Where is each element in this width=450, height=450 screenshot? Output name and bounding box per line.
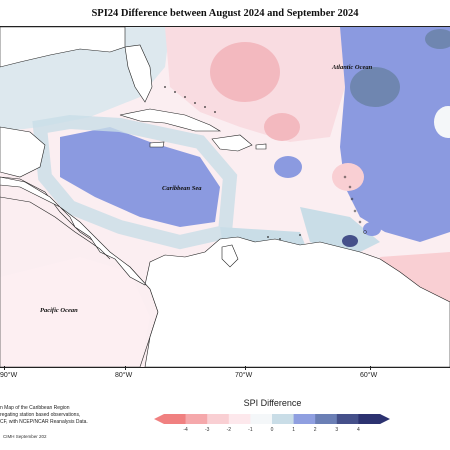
legend-swatch <box>315 414 338 424</box>
lon-tick <box>370 366 371 370</box>
legend-tick-label: -3 <box>204 427 210 433</box>
map-area <box>0 26 450 368</box>
legend-swatch <box>358 414 381 424</box>
legend-arrow-left <box>154 414 164 424</box>
lon-label-90w: 90°W <box>0 372 18 379</box>
legend-swatch <box>272 414 294 424</box>
lon-label-60w: 60°W <box>360 372 378 379</box>
legend-swatch <box>164 414 186 424</box>
legend-swatch <box>250 414 273 424</box>
lon-label-70w: 70°W <box>235 372 253 379</box>
legend-swatches <box>154 414 390 424</box>
description-line: n Map of the Caribbean Region <box>0 405 70 411</box>
land-south-america <box>0 176 450 367</box>
land-cuba <box>119 108 222 132</box>
land-lake-maracaibo <box>221 244 239 268</box>
legend-swatch <box>228 414 251 424</box>
caribbean-sea-label: Caribbean Sea <box>162 185 202 192</box>
dark-patch-venezuela-coast <box>342 235 358 247</box>
blue-patch-central <box>274 156 302 178</box>
legend-tick-label: 2 <box>313 427 317 433</box>
description-line: CF, with NCEP/NCAR Reanalysis Data. <box>0 419 88 425</box>
copyright-text: CIMH September 202 <box>3 434 47 439</box>
blue-area-caribbean <box>60 127 220 227</box>
pink-core-bahamas <box>264 113 300 141</box>
land-central-america-coast <box>0 196 111 260</box>
island-dots <box>163 85 367 241</box>
legend-tick-label: 4 <box>357 427 360 433</box>
white-spot-east <box>434 106 450 138</box>
pacific-ocean-label: Pacific Ocean <box>40 307 78 314</box>
land-us-gulf-coast <box>0 27 126 68</box>
legend-tick-label: 3 <box>335 427 339 433</box>
dark-blue-core-northeast <box>425 29 450 49</box>
legend-tick-label: -4 <box>183 427 188 433</box>
land-florida <box>124 44 153 103</box>
legend-tick-label: 0 <box>270 427 274 433</box>
legend-swatch <box>293 414 316 424</box>
land-puerto-rico <box>255 143 267 150</box>
legend-colorbar <box>154 414 390 424</box>
legend-swatch <box>207 414 230 424</box>
legend-title: SPI Difference <box>243 398 302 408</box>
pale-area-pacific <box>0 257 150 367</box>
legend-tick-label: -2 <box>226 427 232 433</box>
lon-tick <box>4 366 5 370</box>
lon-tick <box>245 366 246 370</box>
description-line: regating station based observations, <box>0 412 81 418</box>
legend-arrow-right <box>380 414 390 424</box>
legend-swatch <box>336 414 359 424</box>
lon-tick <box>125 366 126 370</box>
land-jamaica <box>149 141 165 148</box>
dark-blue-core-atlantic <box>350 67 400 107</box>
map-title: SPI24 Difference between August 2024 and… <box>91 8 359 19</box>
legend-tick-label: 1 <box>292 427 295 433</box>
legend-tick-label: -1 <box>248 427 253 433</box>
land-yucatan <box>0 126 46 178</box>
map-description: n Map of the Caribbean Region regating s… <box>0 405 140 426</box>
atlantic-ocean-label: Atlantic Ocean <box>332 64 373 71</box>
spi-difference-map <box>0 27 450 367</box>
land-hispaniola <box>211 134 253 152</box>
pink-core-north <box>210 42 280 102</box>
lon-label-80w: 80°W <box>115 372 133 379</box>
blue-patch-trinidad <box>363 222 381 236</box>
land-outlines <box>0 27 450 367</box>
legend-swatch <box>185 414 208 424</box>
pink-patch-lesser-antilles <box>332 163 364 191</box>
blue-area-atlantic <box>340 27 450 242</box>
